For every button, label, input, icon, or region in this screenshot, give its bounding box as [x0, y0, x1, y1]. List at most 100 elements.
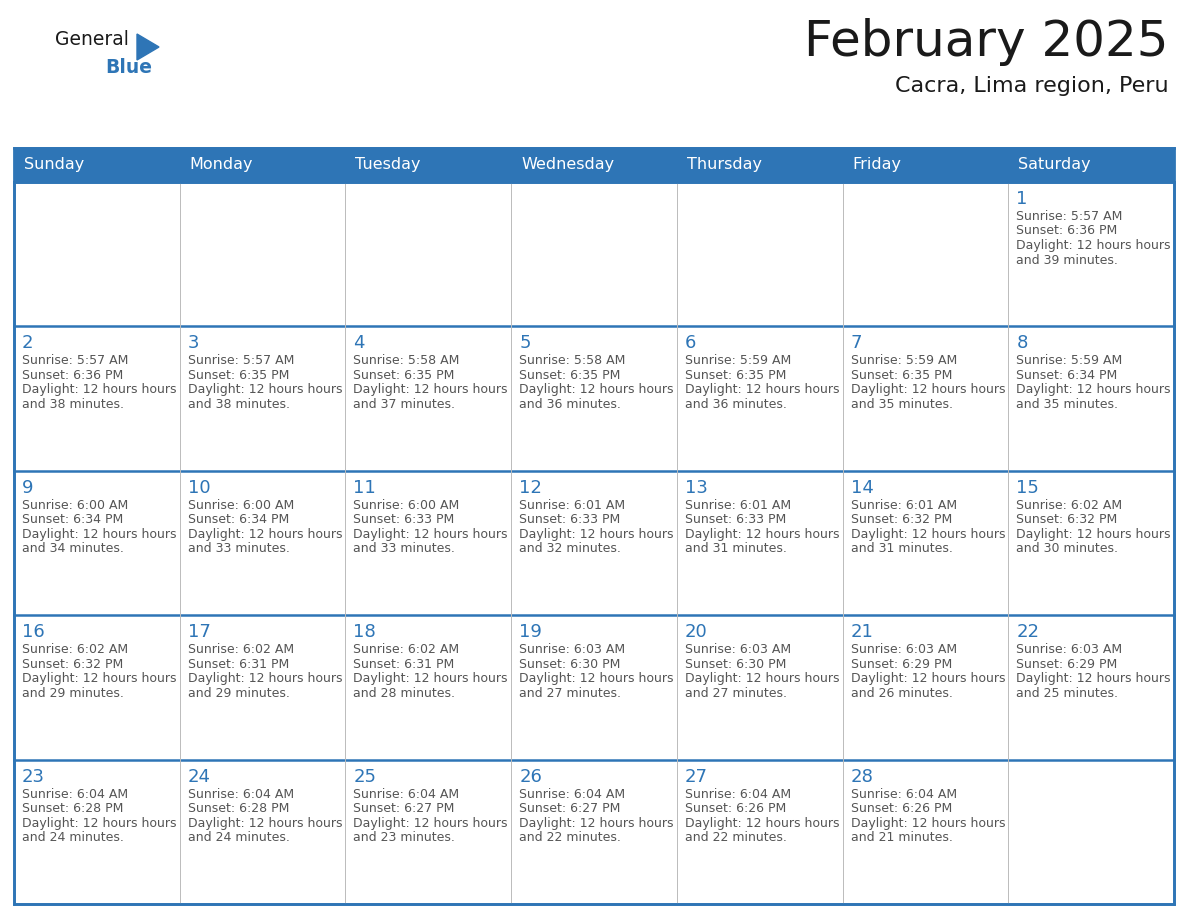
- Bar: [179, 759, 346, 904]
- Text: Sunset: 6:33 PM: Sunset: 6:33 PM: [353, 513, 455, 526]
- Text: and 33 minutes.: and 33 minutes.: [353, 543, 455, 555]
- Text: Sunrise: 6:04 AM: Sunrise: 6:04 AM: [188, 788, 293, 800]
- Text: and 21 minutes.: and 21 minutes.: [851, 831, 953, 844]
- Text: 13: 13: [684, 479, 708, 497]
- Text: Daylight: 12 hours hours: Daylight: 12 hours hours: [519, 528, 674, 541]
- Text: Daylight: 12 hours hours: Daylight: 12 hours hours: [519, 384, 674, 397]
- Text: Sunrise: 5:58 AM: Sunrise: 5:58 AM: [519, 354, 626, 367]
- Bar: [14, 471, 179, 615]
- Text: General: General: [55, 30, 128, 49]
- Text: and 35 minutes.: and 35 minutes.: [851, 397, 953, 411]
- Text: 10: 10: [188, 479, 210, 497]
- Text: Sunrise: 6:00 AM: Sunrise: 6:00 AM: [188, 498, 293, 512]
- Text: 15: 15: [1016, 479, 1040, 497]
- Bar: [842, 615, 1009, 759]
- Text: and 24 minutes.: and 24 minutes.: [188, 831, 290, 844]
- Text: Sunset: 6:36 PM: Sunset: 6:36 PM: [1016, 225, 1118, 238]
- Text: and 27 minutes.: and 27 minutes.: [519, 687, 621, 700]
- Text: and 24 minutes.: and 24 minutes.: [23, 831, 124, 844]
- Text: Sunrise: 6:04 AM: Sunrise: 6:04 AM: [519, 788, 625, 800]
- Bar: [14, 182, 179, 327]
- Text: Sunrise: 6:04 AM: Sunrise: 6:04 AM: [684, 788, 791, 800]
- Text: Daylight: 12 hours hours: Daylight: 12 hours hours: [1016, 384, 1171, 397]
- Text: Daylight: 12 hours hours: Daylight: 12 hours hours: [851, 384, 1005, 397]
- Text: Sunrise: 5:59 AM: Sunrise: 5:59 AM: [851, 354, 956, 367]
- Bar: [511, 327, 677, 471]
- Bar: [511, 148, 677, 182]
- Text: Sunset: 6:34 PM: Sunset: 6:34 PM: [188, 513, 289, 526]
- Text: and 30 minutes.: and 30 minutes.: [1016, 543, 1118, 555]
- Text: Tuesday: Tuesday: [355, 158, 421, 173]
- Bar: [346, 615, 511, 759]
- Text: Sunset: 6:31 PM: Sunset: 6:31 PM: [353, 657, 455, 671]
- Text: Sunset: 6:29 PM: Sunset: 6:29 PM: [851, 657, 952, 671]
- Text: Daylight: 12 hours hours: Daylight: 12 hours hours: [851, 528, 1005, 541]
- Text: 3: 3: [188, 334, 200, 353]
- Text: and 25 minutes.: and 25 minutes.: [1016, 687, 1118, 700]
- Text: Daylight: 12 hours hours: Daylight: 12 hours hours: [188, 672, 342, 685]
- Bar: [14, 148, 1174, 904]
- Bar: [179, 327, 346, 471]
- Text: Daylight: 12 hours hours: Daylight: 12 hours hours: [1016, 239, 1171, 252]
- Text: Sunset: 6:36 PM: Sunset: 6:36 PM: [23, 369, 124, 382]
- Bar: [677, 182, 842, 327]
- Bar: [179, 615, 346, 759]
- Text: Sunset: 6:30 PM: Sunset: 6:30 PM: [684, 657, 786, 671]
- Text: and 32 minutes.: and 32 minutes.: [519, 543, 621, 555]
- Text: Daylight: 12 hours hours: Daylight: 12 hours hours: [353, 672, 508, 685]
- Text: and 33 minutes.: and 33 minutes.: [188, 543, 290, 555]
- Text: 28: 28: [851, 767, 873, 786]
- Text: Daylight: 12 hours hours: Daylight: 12 hours hours: [188, 817, 342, 830]
- Text: and 29 minutes.: and 29 minutes.: [188, 687, 290, 700]
- Text: and 31 minutes.: and 31 minutes.: [851, 543, 953, 555]
- Text: 23: 23: [23, 767, 45, 786]
- Text: Daylight: 12 hours hours: Daylight: 12 hours hours: [851, 817, 1005, 830]
- Text: 18: 18: [353, 623, 377, 641]
- Bar: [677, 759, 842, 904]
- Bar: [1009, 759, 1174, 904]
- Text: Sunset: 6:35 PM: Sunset: 6:35 PM: [851, 369, 952, 382]
- Text: Daylight: 12 hours hours: Daylight: 12 hours hours: [684, 528, 840, 541]
- Text: Sunset: 6:26 PM: Sunset: 6:26 PM: [851, 802, 952, 815]
- Text: Daylight: 12 hours hours: Daylight: 12 hours hours: [23, 672, 177, 685]
- Text: Sunday: Sunday: [24, 158, 84, 173]
- Text: Daylight: 12 hours hours: Daylight: 12 hours hours: [188, 384, 342, 397]
- Text: 2: 2: [23, 334, 33, 353]
- Bar: [1009, 182, 1174, 327]
- Bar: [511, 182, 677, 327]
- Bar: [179, 471, 346, 615]
- Text: 21: 21: [851, 623, 873, 641]
- Bar: [677, 148, 842, 182]
- Text: and 27 minutes.: and 27 minutes.: [684, 687, 786, 700]
- Text: and 28 minutes.: and 28 minutes.: [353, 687, 455, 700]
- Bar: [1009, 148, 1174, 182]
- Bar: [677, 471, 842, 615]
- Bar: [346, 471, 511, 615]
- Text: Sunset: 6:32 PM: Sunset: 6:32 PM: [851, 513, 952, 526]
- Text: Sunset: 6:31 PM: Sunset: 6:31 PM: [188, 657, 289, 671]
- Text: Daylight: 12 hours hours: Daylight: 12 hours hours: [1016, 672, 1171, 685]
- Text: Daylight: 12 hours hours: Daylight: 12 hours hours: [851, 672, 1005, 685]
- Bar: [842, 759, 1009, 904]
- Text: Sunset: 6:34 PM: Sunset: 6:34 PM: [23, 513, 124, 526]
- Text: Sunrise: 6:02 AM: Sunrise: 6:02 AM: [353, 644, 460, 656]
- Text: Daylight: 12 hours hours: Daylight: 12 hours hours: [23, 528, 177, 541]
- Text: and 36 minutes.: and 36 minutes.: [684, 397, 786, 411]
- Bar: [14, 759, 179, 904]
- Bar: [1009, 327, 1174, 471]
- Bar: [842, 182, 1009, 327]
- Text: Sunset: 6:34 PM: Sunset: 6:34 PM: [1016, 369, 1118, 382]
- Bar: [346, 759, 511, 904]
- Text: and 38 minutes.: and 38 minutes.: [188, 397, 290, 411]
- Text: Sunset: 6:33 PM: Sunset: 6:33 PM: [684, 513, 786, 526]
- Text: 24: 24: [188, 767, 210, 786]
- Text: and 22 minutes.: and 22 minutes.: [684, 831, 786, 844]
- Text: 5: 5: [519, 334, 531, 353]
- Text: Daylight: 12 hours hours: Daylight: 12 hours hours: [519, 817, 674, 830]
- Text: Wednesday: Wednesday: [522, 158, 614, 173]
- Text: 20: 20: [684, 623, 708, 641]
- Text: 27: 27: [684, 767, 708, 786]
- Text: Sunset: 6:30 PM: Sunset: 6:30 PM: [519, 657, 620, 671]
- Bar: [179, 182, 346, 327]
- Text: Daylight: 12 hours hours: Daylight: 12 hours hours: [353, 384, 508, 397]
